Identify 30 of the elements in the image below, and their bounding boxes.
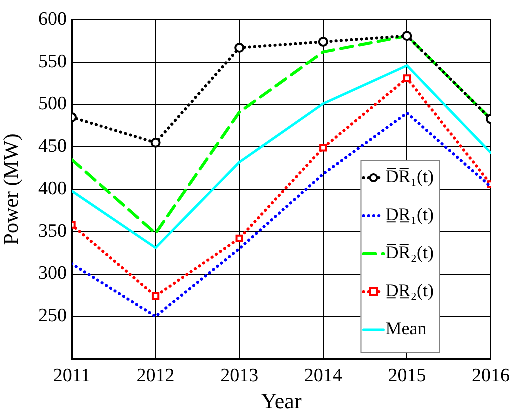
x-tick-label: 2016 <box>472 365 510 386</box>
legend-label: D̅R̅₂(t) <box>386 242 434 263</box>
x-tick-label: 2011 <box>53 365 91 386</box>
point <box>403 74 412 82</box>
point <box>150 138 161 148</box>
point <box>236 234 244 242</box>
line-series <box>72 112 491 318</box>
y-tick-label: 600 <box>38 8 67 30</box>
x-tick-label: 2014 <box>304 365 343 386</box>
y-tick-label: 300 <box>38 263 67 284</box>
y-tick-label: 250 <box>38 306 67 327</box>
y-tick-label: 550 <box>38 51 67 72</box>
x-tick-label: 2015 <box>388 365 426 386</box>
point <box>320 144 328 152</box>
point <box>152 292 160 300</box>
x-axis-title: Year <box>261 388 302 414</box>
point <box>234 42 245 53</box>
legend-label: D̲R̲₂(t) <box>386 280 434 301</box>
x-tick-label: 2013 <box>220 365 259 386</box>
y-tick-label: 400 <box>38 178 67 200</box>
point <box>318 37 328 48</box>
y-axis-title: Power (MW) <box>0 134 24 246</box>
legend-label: D̅R̅₁(t) <box>386 166 434 187</box>
y-tick-label: 450 <box>38 136 67 158</box>
point <box>402 31 412 42</box>
legend-label: Mean <box>386 318 427 339</box>
y-tick-label: 500 <box>38 94 67 115</box>
y-tick-label: 350 <box>38 220 67 242</box>
x-tick-label: 2012 <box>136 365 175 386</box>
legend-label: D̲R̲₁(t) <box>386 204 434 225</box>
